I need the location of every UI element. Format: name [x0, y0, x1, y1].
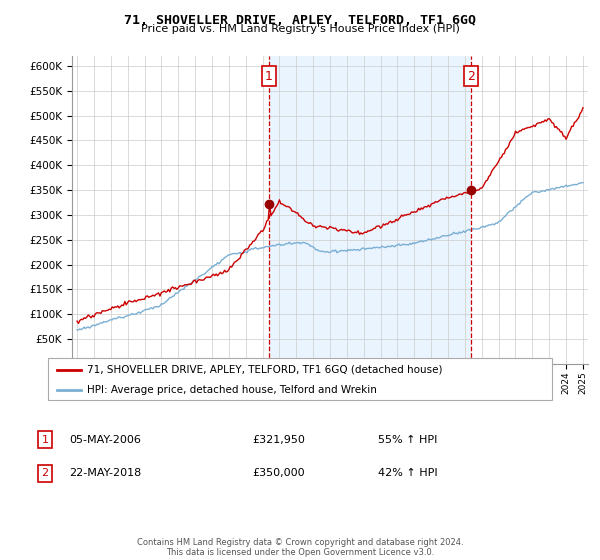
- Text: 22-MAY-2018: 22-MAY-2018: [69, 468, 141, 478]
- Text: 55% ↑ HPI: 55% ↑ HPI: [378, 435, 437, 445]
- Text: Contains HM Land Registry data © Crown copyright and database right 2024.
This d: Contains HM Land Registry data © Crown c…: [137, 538, 463, 557]
- Bar: [269, 56, 472, 364]
- Text: Price paid vs. HM Land Registry's House Price Index (HPI): Price paid vs. HM Land Registry's House …: [140, 24, 460, 34]
- Text: HPI: Average price, detached house, Telford and Wrekin: HPI: Average price, detached house, Telf…: [87, 385, 377, 395]
- Text: 71, SHOVELLER DRIVE, APLEY, TELFORD, TF1 6GQ: 71, SHOVELLER DRIVE, APLEY, TELFORD, TF1…: [124, 14, 476, 27]
- Text: 2: 2: [41, 468, 49, 478]
- Text: 05-MAY-2006: 05-MAY-2006: [69, 435, 141, 445]
- Text: £321,950: £321,950: [252, 435, 305, 445]
- Text: £350,000: £350,000: [252, 468, 305, 478]
- Text: 1: 1: [41, 435, 49, 445]
- Text: 2: 2: [467, 69, 475, 82]
- Text: 42% ↑ HPI: 42% ↑ HPI: [378, 468, 437, 478]
- Text: 71, SHOVELLER DRIVE, APLEY, TELFORD, TF1 6GQ (detached house): 71, SHOVELLER DRIVE, APLEY, TELFORD, TF1…: [87, 365, 443, 375]
- Text: 1: 1: [265, 69, 273, 82]
